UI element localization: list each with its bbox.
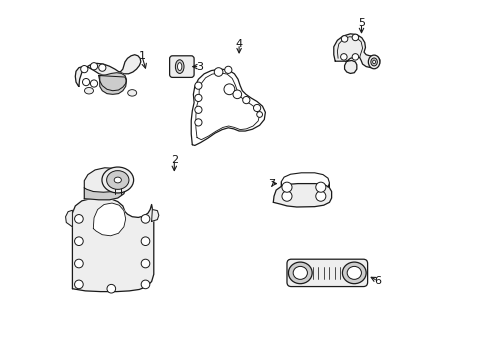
Polygon shape: [273, 184, 331, 207]
Circle shape: [315, 191, 325, 201]
Polygon shape: [191, 69, 265, 145]
Ellipse shape: [177, 63, 182, 71]
Circle shape: [351, 54, 358, 60]
Text: 3: 3: [196, 62, 203, 72]
Polygon shape: [333, 34, 379, 73]
FancyBboxPatch shape: [286, 259, 367, 287]
Circle shape: [75, 237, 83, 246]
Circle shape: [282, 182, 291, 192]
Circle shape: [341, 36, 347, 42]
Circle shape: [141, 259, 149, 268]
Polygon shape: [84, 175, 125, 200]
Circle shape: [107, 284, 115, 293]
Polygon shape: [93, 203, 125, 236]
Ellipse shape: [346, 266, 361, 279]
Ellipse shape: [102, 167, 133, 193]
Circle shape: [224, 66, 231, 73]
Ellipse shape: [370, 58, 377, 66]
Polygon shape: [100, 76, 126, 94]
Circle shape: [224, 84, 234, 95]
Ellipse shape: [342, 262, 366, 284]
Circle shape: [141, 215, 149, 223]
Circle shape: [242, 96, 249, 104]
Circle shape: [81, 66, 88, 73]
Ellipse shape: [175, 60, 183, 73]
Circle shape: [90, 63, 98, 70]
Ellipse shape: [114, 177, 121, 183]
Ellipse shape: [84, 87, 93, 94]
Circle shape: [82, 78, 89, 86]
Text: 4: 4: [235, 39, 242, 49]
Text: 5: 5: [357, 18, 364, 28]
Circle shape: [75, 259, 83, 268]
Text: 1: 1: [138, 51, 145, 61]
Circle shape: [194, 94, 202, 102]
Polygon shape: [65, 210, 72, 227]
Circle shape: [75, 215, 83, 223]
Ellipse shape: [288, 262, 311, 284]
Ellipse shape: [127, 90, 137, 96]
Text: 7: 7: [267, 179, 274, 189]
Circle shape: [315, 182, 325, 192]
Circle shape: [194, 106, 202, 113]
Circle shape: [141, 280, 149, 289]
Circle shape: [194, 119, 202, 126]
Circle shape: [253, 104, 260, 112]
Circle shape: [351, 34, 358, 41]
Text: 2: 2: [170, 155, 178, 165]
Ellipse shape: [372, 60, 375, 64]
Polygon shape: [75, 55, 141, 86]
Circle shape: [232, 90, 241, 99]
Circle shape: [340, 54, 346, 60]
Circle shape: [141, 237, 149, 246]
Circle shape: [99, 64, 106, 71]
Polygon shape: [99, 73, 126, 91]
Ellipse shape: [293, 266, 307, 279]
FancyBboxPatch shape: [169, 56, 194, 77]
Ellipse shape: [106, 171, 129, 189]
Ellipse shape: [367, 55, 379, 69]
Circle shape: [194, 82, 202, 89]
Polygon shape: [84, 168, 125, 192]
Polygon shape: [151, 210, 159, 221]
Circle shape: [214, 68, 223, 76]
Circle shape: [90, 80, 98, 87]
Circle shape: [256, 112, 262, 117]
Text: 6: 6: [373, 276, 381, 286]
Circle shape: [282, 191, 291, 201]
Circle shape: [75, 280, 83, 289]
Polygon shape: [72, 198, 153, 292]
